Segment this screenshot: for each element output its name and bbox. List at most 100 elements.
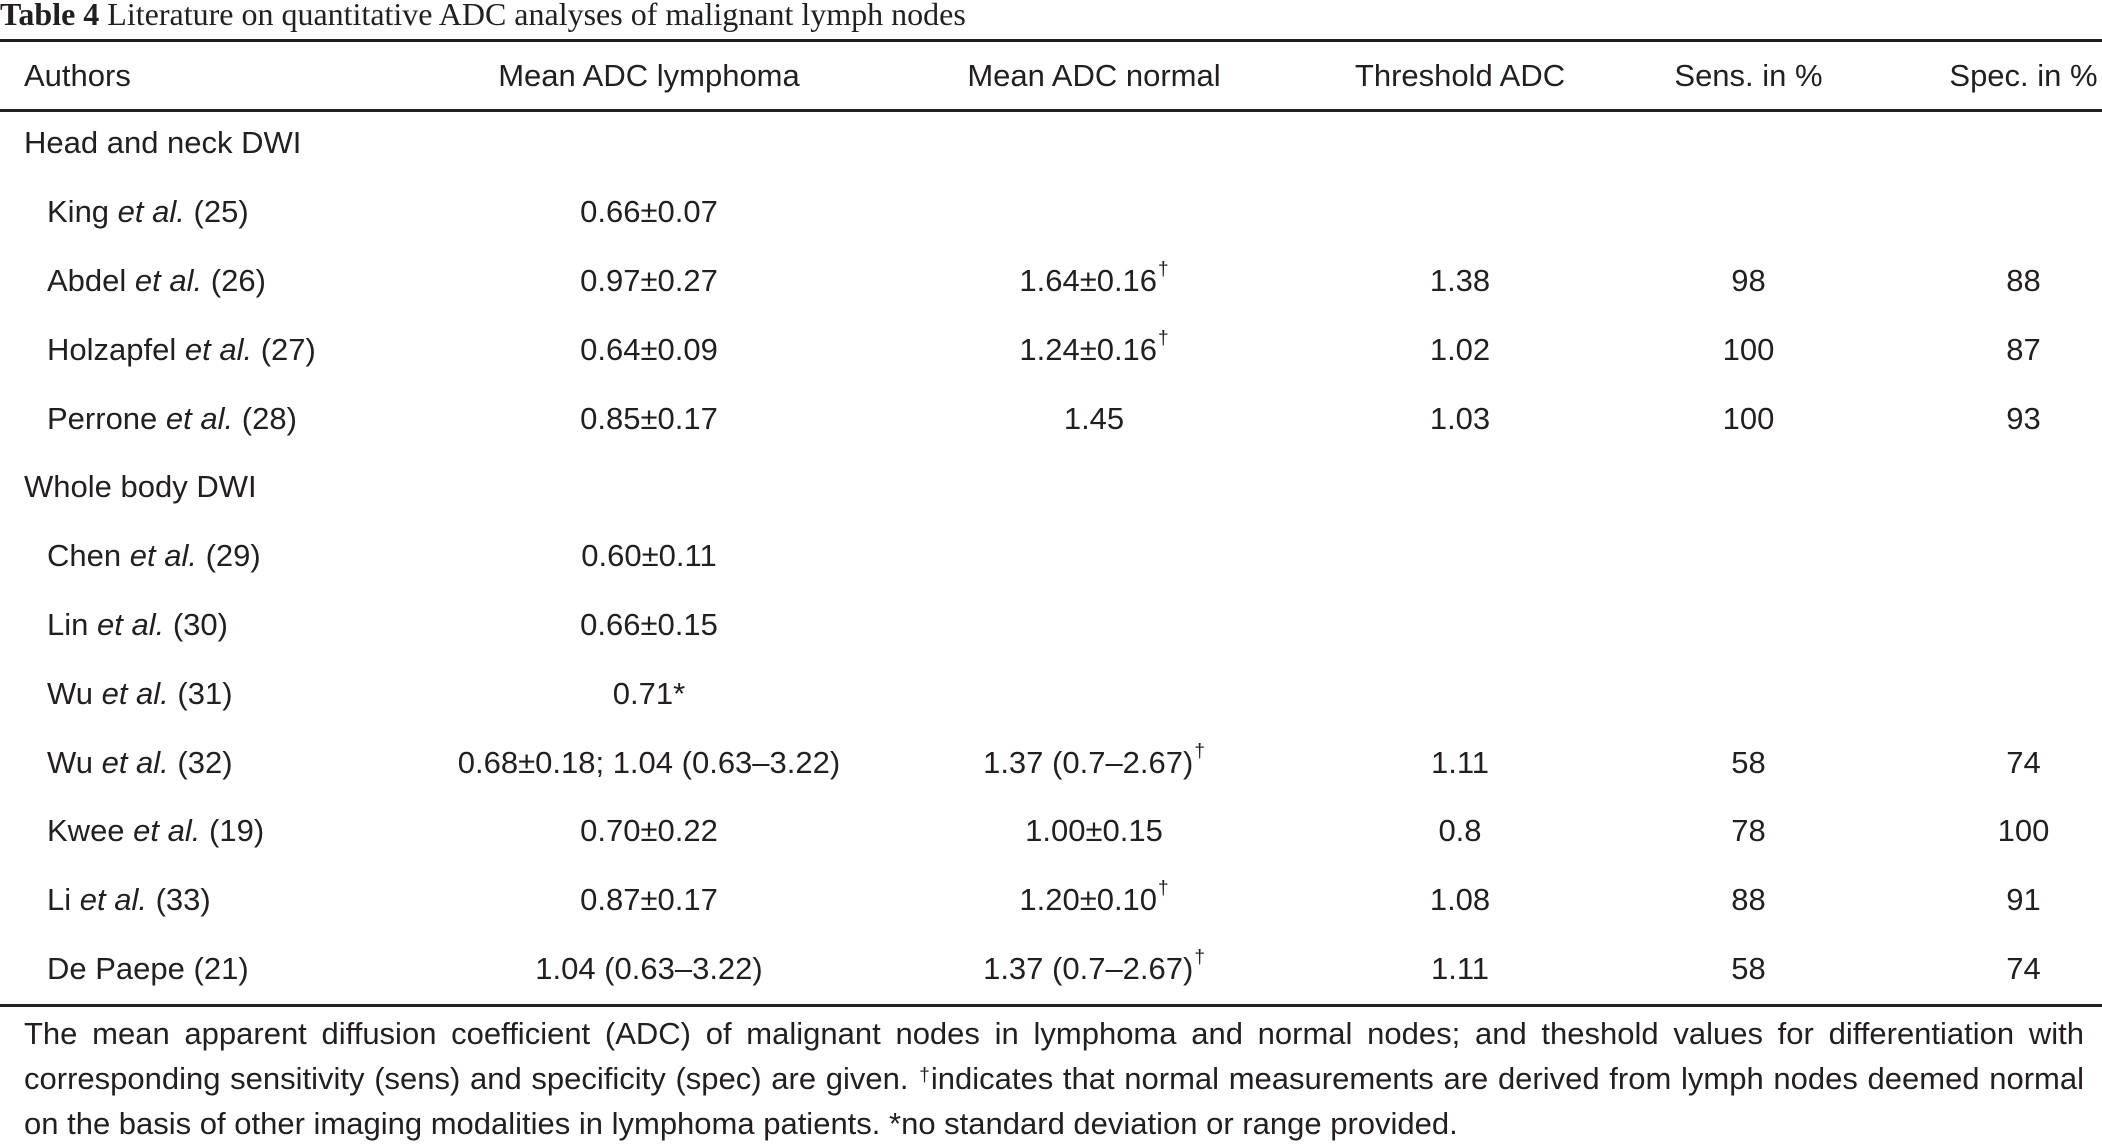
- column-header-threshold-adc: Threshold ADC: [1354, 57, 1566, 93]
- reference-number: (26): [210, 262, 266, 298]
- mean-adc-normal-cell: 1.45: [844, 384, 1344, 453]
- author-name: Wu: [47, 744, 93, 780]
- author-cell: Li et al. (33): [0, 866, 454, 935]
- threshold-adc-cell: 1.11: [1430, 950, 1490, 986]
- specificity-cell: [1921, 659, 2102, 728]
- section-title: Whole body DWI: [24, 469, 257, 505]
- specificity-cell: [1921, 522, 2102, 591]
- threshold-adc-cell: 1.11: [1430, 744, 1490, 780]
- section-row: Whole body DWI: [0, 453, 2102, 522]
- author-cell: Abdel et al. (26): [0, 247, 454, 316]
- specificity-cell: 100: [1997, 813, 2050, 849]
- mean-adc-normal-value: 1.20±0.10: [1019, 882, 1158, 918]
- table-body: Head and neck DWI King et al. (25) 0.66±0.…: [0, 109, 2102, 1003]
- et-al: et al.: [101, 675, 169, 711]
- et-al: et al.: [165, 400, 234, 436]
- mean-adc-lymphoma-cell: 0.85±0.17: [580, 400, 718, 436]
- dagger-mark: †: [1194, 946, 1205, 968]
- author-name: Holzapfel: [47, 331, 177, 367]
- mean-adc-normal-value: 1.45: [1063, 400, 1125, 436]
- reference-number: (27): [260, 331, 316, 367]
- sensitivity-cell: [1576, 522, 1921, 591]
- mean-adc-normal-value: 1.64±0.16: [1019, 262, 1158, 298]
- reference-number: (32): [177, 744, 233, 780]
- mean-adc-lymphoma-cell: 0.87±0.17: [580, 882, 718, 918]
- threshold-adc-cell: [1344, 591, 1576, 660]
- author-name: Wu: [47, 675, 93, 711]
- threshold-adc-cell: 0.8: [1438, 813, 1482, 849]
- mean-adc-normal-value: 1.00±0.15: [1025, 813, 1163, 849]
- sensitivity-cell: 100: [1722, 400, 1775, 436]
- sensitivity-cell: 88: [1731, 882, 1766, 918]
- author-cell: King et al. (25): [0, 178, 454, 247]
- mean-adc-normal-cell: [844, 659, 1344, 728]
- specificity-cell: [1921, 591, 2102, 660]
- author-name: Kwee: [47, 813, 125, 849]
- table-title: Literature on quantitative ADC analyses …: [107, 0, 966, 32]
- mean-adc-lymphoma-cell: 0.66±0.07: [580, 194, 718, 230]
- literature-table: Authors Mean ADC lymphoma Mean ADC norma…: [0, 42, 2102, 1003]
- threshold-adc-cell: [1344, 659, 1576, 728]
- author-name: De Paepe: [47, 950, 185, 986]
- dagger-mark: †: [1158, 878, 1169, 900]
- reference-number: (28): [241, 400, 297, 436]
- column-header-specificity: Spec. in %: [1949, 57, 2098, 93]
- et-al: et al.: [79, 882, 147, 918]
- mean-adc-lymphoma-cell: 1.04 (0.63–3.22): [535, 950, 763, 986]
- sensitivity-cell: [1576, 178, 1921, 247]
- threshold-adc-cell: 1.08: [1429, 882, 1491, 918]
- mean-adc-normal-cell: [844, 522, 1344, 591]
- table-footnote: The mean apparent diffusion coefficient …: [24, 1011, 2084, 1146]
- author-cell: Perrone et al. (28): [0, 384, 454, 453]
- table-row: Lin et al. (30) 0.66±0.15: [0, 591, 2102, 660]
- author-name: King: [47, 194, 110, 230]
- specificity-cell: 74: [2006, 950, 2041, 986]
- footnote-dagger: †: [919, 1065, 931, 1086]
- reference-number: (30): [172, 606, 228, 642]
- mean-adc-normal-cell: [844, 591, 1344, 660]
- threshold-adc-cell: [1344, 522, 1576, 591]
- mean-adc-normal-cell: 1.37 (0.7–2.67)†: [844, 935, 1344, 1004]
- author-cell: Lin et al. (30): [0, 591, 454, 660]
- column-header-authors: Authors: [24, 57, 131, 93]
- table-row: Perrone et al. (28) 0.85±0.17 1.45 1.03 100 9…: [0, 384, 2102, 453]
- reference-number: (33): [155, 882, 211, 918]
- mean-adc-normal-cell: 1.37 (0.7–2.67)†: [844, 728, 1344, 797]
- et-al: et al.: [101, 744, 169, 780]
- header-row: Authors Mean ADC lymphoma Mean ADC norma…: [0, 42, 2102, 109]
- et-al: et al.: [97, 606, 165, 642]
- et-al: et al.: [129, 538, 197, 574]
- author-name: Perrone: [47, 400, 158, 436]
- et-al: et al.: [133, 813, 201, 849]
- sensitivity-cell: 78: [1731, 813, 1766, 849]
- mean-adc-normal-value: 1.24±0.16: [1019, 331, 1158, 367]
- author-cell: Wu et al. (31): [0, 659, 454, 728]
- table-row: Wu et al. (32) 0.68±0.18; 1.04 (0.63–3.22…: [0, 728, 2102, 797]
- mean-adc-lymphoma-cell: 0.68±0.18; 1.04 (0.63–3.22): [457, 744, 841, 780]
- author-name: Li: [47, 882, 72, 918]
- mean-adc-normal-cell: 1.24±0.16†: [844, 315, 1344, 384]
- mean-adc-lymphoma-cell: 0.66±0.15: [580, 606, 718, 642]
- specificity-cell: 93: [2006, 400, 2041, 436]
- mean-adc-normal-cell: 1.64±0.16†: [844, 247, 1344, 316]
- table-row: Li et al. (33) 0.87±0.17 1.20±0.10† 1.08 88 9…: [0, 866, 2102, 935]
- dagger-mark: †: [1158, 327, 1169, 349]
- section-row: Head and neck DWI: [0, 109, 2102, 178]
- et-al: et al.: [134, 262, 203, 298]
- reference-number: (25): [193, 194, 249, 230]
- table-row: King et al. (25) 0.66±0.07: [0, 178, 2102, 247]
- et-al: et al.: [117, 194, 185, 230]
- specificity-cell: 74: [2006, 744, 2041, 780]
- author-name: Lin: [47, 606, 89, 642]
- threshold-adc-cell: 1.02: [1429, 331, 1491, 367]
- bottom-rule: [0, 1004, 2102, 1007]
- author-name: Chen: [47, 538, 122, 574]
- specificity-cell: 88: [2006, 262, 2041, 298]
- threshold-adc-cell: 1.38: [1429, 262, 1491, 298]
- dagger-mark: †: [1158, 258, 1169, 280]
- mean-adc-normal-value: 1.37 (0.7–2.67): [983, 950, 1194, 986]
- footnote-text-part-2: indicates that normal measurements are d…: [24, 1061, 2084, 1141]
- top-rule: [0, 39, 2102, 42]
- section-title: Head and neck DWI: [24, 125, 302, 161]
- reference-number: (29): [205, 538, 261, 574]
